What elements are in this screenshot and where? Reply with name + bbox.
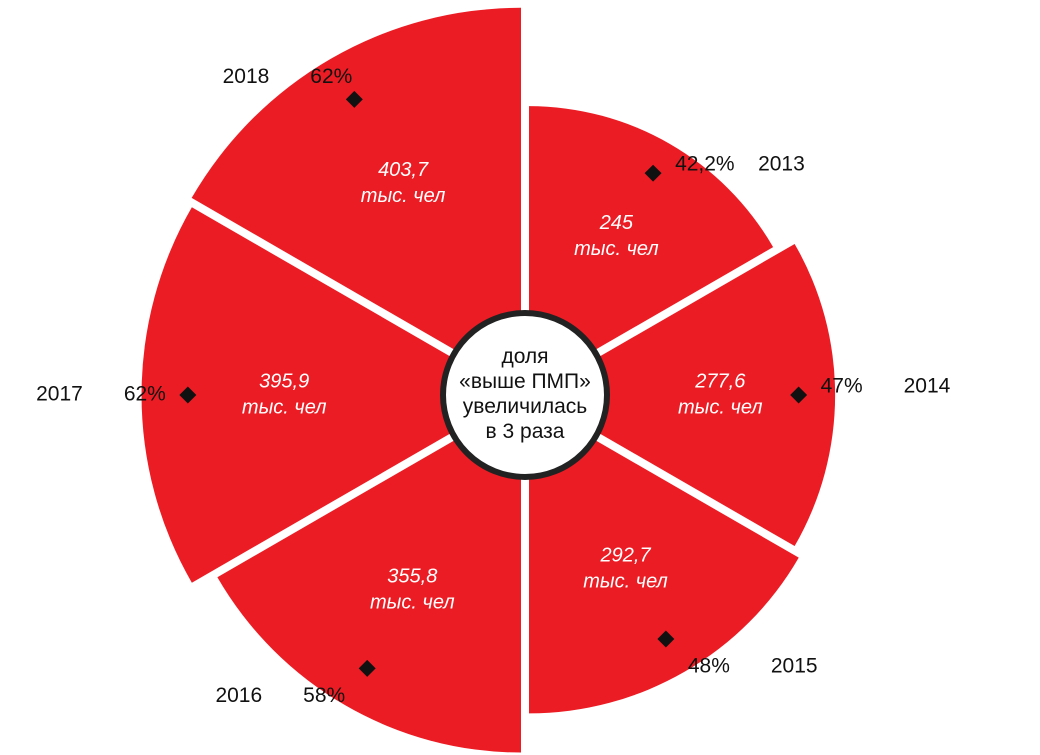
value-unit: тыс. чел [678,396,763,418]
value-unit: тыс. чел [583,570,668,592]
segment [217,401,522,753]
center-label: «выше ПМП» [459,370,591,393]
center-label: доля [501,345,548,368]
segment [529,401,799,714]
share-label: 62% [124,383,166,406]
value-unit: тыс. чел [361,185,446,207]
share-label: 47% [821,375,863,398]
marker [657,630,675,648]
marker [644,164,662,182]
segment [529,106,774,389]
share-label: 48% [688,655,730,678]
marker [179,386,197,404]
segment [191,7,521,389]
segment [533,243,836,547]
value-unit: тыс. чел [370,591,455,613]
value-label: 292,7 [600,544,652,566]
year-label: 2016 [215,684,262,707]
center-label: увеличилась [463,395,587,418]
value-unit: тыс. чел [574,238,659,260]
marker [358,659,376,677]
marker [345,90,363,108]
value-label: 277,6 [694,370,746,392]
share-label: 58% [303,684,345,707]
year-label: 2013 [758,153,805,176]
share-label: 62% [310,65,352,88]
share-label: 42,2% [675,153,735,176]
center-label: в 3 раза [486,420,565,443]
year-label: 2018 [223,65,270,88]
center-circle [440,310,610,480]
year-label: 2017 [36,383,83,406]
year-label: 2014 [904,375,951,398]
value-label: 245 [599,212,634,234]
marker [790,386,808,404]
value-unit: тыс. чел [242,396,327,418]
value-label: 355,8 [387,565,437,587]
value-label: 403,7 [378,159,429,181]
value-label: 395,9 [259,370,309,392]
year-label: 2015 [771,655,818,678]
segment [141,207,517,583]
